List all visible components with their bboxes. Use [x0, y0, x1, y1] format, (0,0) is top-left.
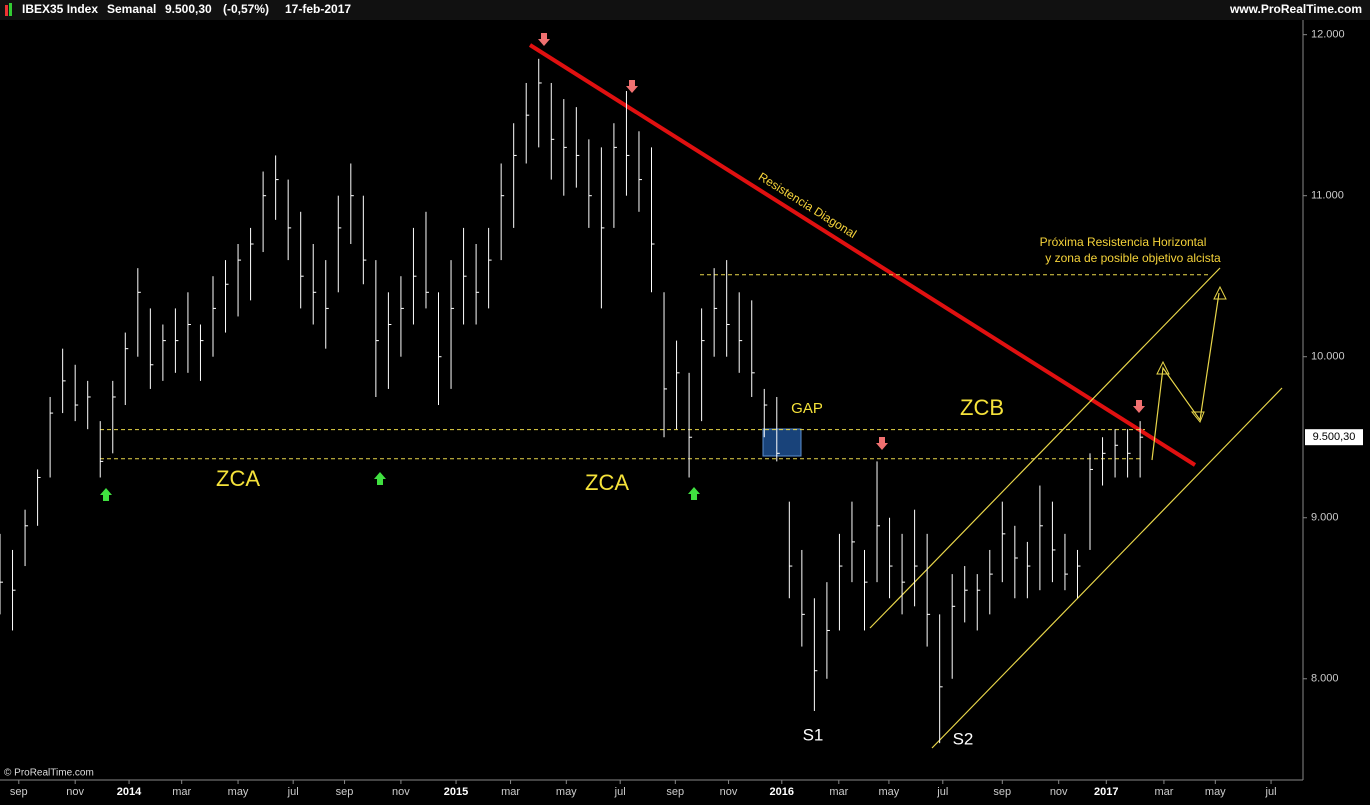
x-tick-label: 2014 [117, 786, 142, 798]
y-tick-label: 12.000 [1311, 29, 1345, 41]
down-arrows [538, 33, 1145, 450]
arrowhead [1213, 285, 1227, 300]
up-arrows [100, 472, 700, 501]
x-tick-label: mar [829, 786, 848, 798]
x-tick-label: may [1205, 786, 1226, 798]
price-tag-label: 9.500,30 [1313, 431, 1356, 443]
price-tag [1305, 429, 1363, 446]
x-tick-label: jul [614, 786, 626, 798]
y-tick-label: 8.000 [1311, 673, 1339, 685]
x-tick-label: jul [936, 786, 948, 798]
header-bar [0, 0, 1370, 20]
change: (-0,57%) [223, 2, 269, 16]
arrowhead [1156, 360, 1170, 375]
y-tick-label: 9.000 [1311, 512, 1339, 524]
y-tick-label: 11.000 [1311, 190, 1344, 202]
annotation: ZCA [585, 470, 629, 495]
down-arrow [1133, 400, 1145, 413]
up-arrow [100, 488, 112, 501]
x-tick-label: nov [1050, 786, 1068, 798]
annotation: ZCB [960, 395, 1004, 420]
x-tick-label: 2016 [770, 786, 794, 798]
up-arrow [374, 472, 386, 485]
last-price: 9.500,30 [165, 2, 212, 16]
x-tick-label: sep [993, 786, 1011, 798]
date: 17-feb-2017 [285, 2, 351, 16]
annotation: Próxima Resistencia Horizontal [1040, 235, 1207, 249]
channel-lower [931, 387, 1283, 749]
annotation: y zona de posible objetivo alcista [1045, 251, 1221, 265]
header-icon [5, 5, 8, 16]
annotation: S2 [953, 729, 974, 748]
channel-upper [869, 267, 1221, 629]
header-icon [9, 3, 12, 16]
price-bars [0, 58, 1144, 744]
x-tick-label: may [228, 786, 249, 798]
y-tick-label: 10.000 [1311, 351, 1345, 363]
x-tick-label: 2015 [444, 786, 468, 798]
diagonal-resistance [528, 43, 1197, 467]
x-tick-label: jul [1265, 786, 1277, 798]
down-arrow [626, 80, 638, 93]
arrowhead [1190, 411, 1205, 423]
annotation: ZCA [216, 466, 260, 491]
x-tick-label: 2017 [1094, 786, 1118, 798]
gap-box [762, 428, 802, 457]
x-tick-label: sep [666, 786, 684, 798]
x-tick-label: nov [392, 786, 410, 798]
source-top: www.ProRealTime.com [1229, 2, 1362, 16]
instrument: IBEX35 Index [22, 2, 98, 16]
x-tick-label: may [879, 786, 900, 798]
source-bottom: © ProRealTime.com [4, 768, 94, 779]
x-tick-label: jul [287, 786, 299, 798]
annotation: GAP [791, 400, 823, 417]
x-tick-label: mar [1154, 786, 1173, 798]
x-tick-label: mar [501, 786, 520, 798]
annotation: S1 [803, 725, 824, 744]
projection-path [1151, 292, 1220, 461]
x-tick-label: nov [66, 786, 84, 798]
x-tick-label: nov [720, 786, 738, 798]
period: Semanal [107, 2, 156, 16]
x-tick-label: may [556, 786, 577, 798]
down-arrow [538, 33, 550, 46]
x-tick-label: sep [10, 786, 28, 798]
x-tick-label: mar [172, 786, 191, 798]
up-arrow [688, 487, 700, 500]
x-tick-label: sep [336, 786, 354, 798]
down-arrow [876, 437, 888, 450]
